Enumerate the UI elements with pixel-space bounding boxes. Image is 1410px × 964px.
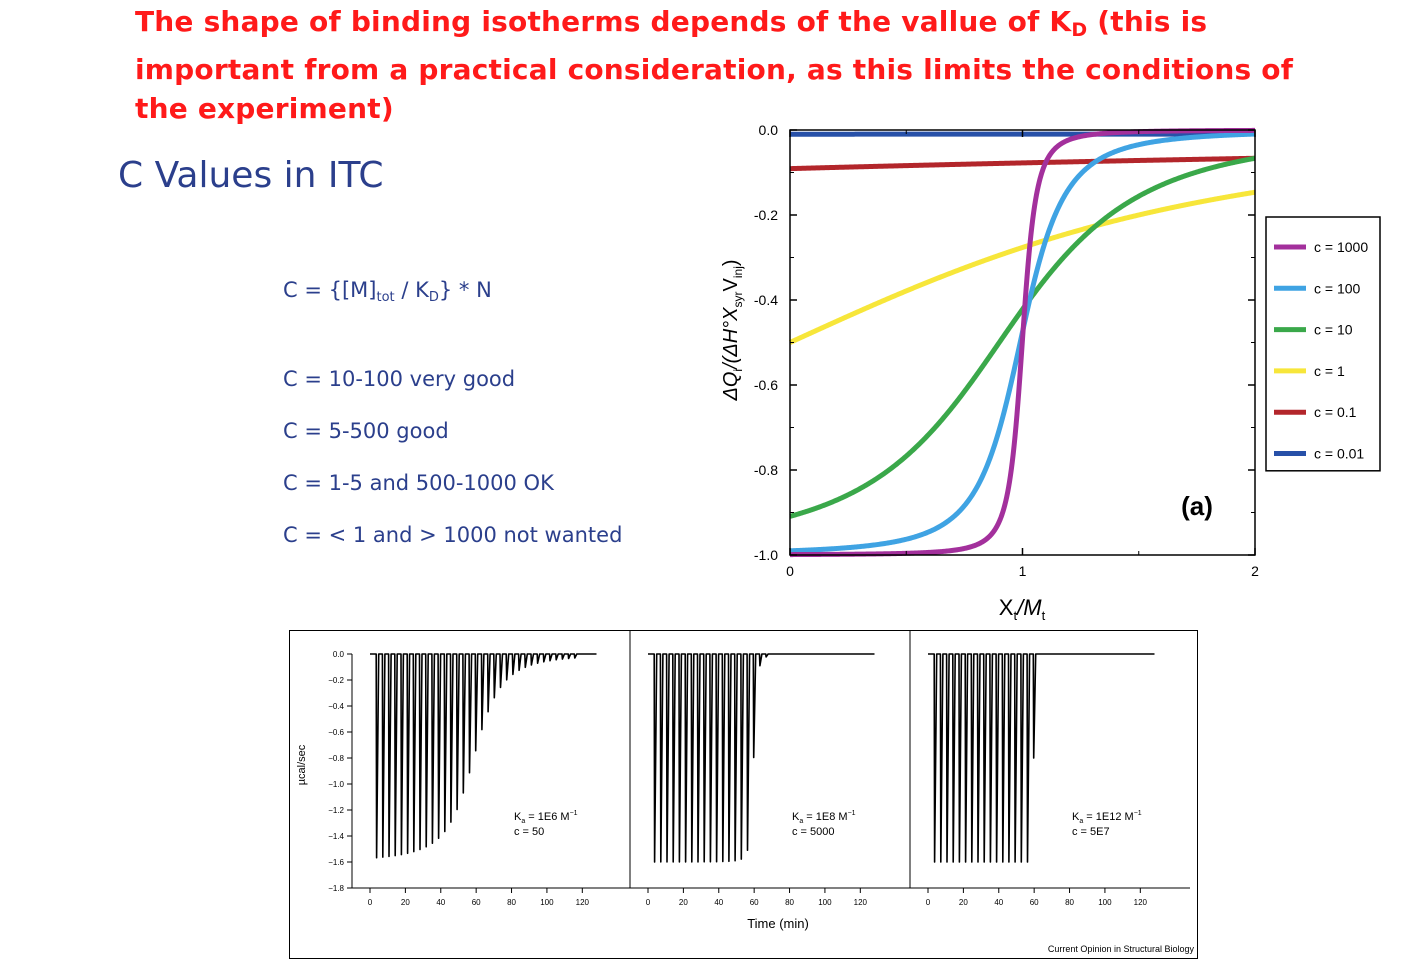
itc-x-tick-label: 100 <box>1098 898 1112 907</box>
itc-thermogram-trace <box>928 653 1155 863</box>
x-tick-label: 2 <box>1251 563 1259 579</box>
itc-x-tick-label: 60 <box>472 898 481 907</box>
headline: The shape of binding isotherms depends o… <box>135 2 1335 128</box>
ka-label: Ka = 1E12 M−1 <box>1072 810 1142 825</box>
itc-y-tick-label: −1.4 <box>328 832 344 841</box>
ka-label: Ka = 1E6 M−1 <box>514 810 578 825</box>
itc-thermogram-trace <box>648 653 875 863</box>
itc-x-tick-label: 60 <box>1030 898 1039 907</box>
c-range-good: C = 5-500 good <box>283 419 449 443</box>
legend-label: c = 1 <box>1314 363 1345 379</box>
itc-x-tick-label: 40 <box>714 898 723 907</box>
itc-x-tick-label: 0 <box>368 898 373 907</box>
ka-label: Ka = 1E8 M−1 <box>792 810 856 825</box>
itc-x-tick-label: 100 <box>818 898 832 907</box>
c-range-ok: C = 1-5 and 500-1000 OK <box>283 471 554 495</box>
itc-y-tick-label: −1.2 <box>328 806 344 815</box>
c-value-label: c = 50 <box>514 826 544 838</box>
isotherm-axes: 0.0 -0.2 -0.4 -0.6 -0.8 -1.0 0 1 2 <box>754 122 1259 579</box>
itc-x-tick-label: 120 <box>576 898 590 907</box>
c-value-label: c = 5000 <box>792 826 835 838</box>
itc-x-tick-label: 80 <box>507 898 516 907</box>
headline-after: (this is important from a practical cons… <box>135 5 1294 125</box>
itc-x-tick-label: 60 <box>750 898 759 907</box>
legend-label: c = 0.1 <box>1314 404 1357 420</box>
legend-label: c = 1000 <box>1314 239 1368 255</box>
headline-before: The shape of binding isotherms depends o… <box>135 5 1072 38</box>
itc-x-tick-label: 80 <box>785 898 794 907</box>
formula-middle: / K <box>394 278 429 302</box>
itc-x-tick-label: 20 <box>679 898 688 907</box>
itc-x-tick-label: 20 <box>959 898 968 907</box>
legend-label: c = 100 <box>1314 280 1361 296</box>
formula-suffix: } * N <box>438 278 492 302</box>
isotherm-series-line <box>788 155 1257 172</box>
source-credit: Current Opinion in Structural Biology <box>1048 944 1195 954</box>
itc-x-tick-label: 120 <box>854 898 868 907</box>
itc-x-tick-label: 20 <box>401 898 410 907</box>
itc-thermogram-trace <box>370 653 597 859</box>
itc-y-tick-label: −0.2 <box>328 676 344 685</box>
c-value-label: c = 5E7 <box>1072 826 1110 838</box>
itc-x-tick-label: 0 <box>926 898 931 907</box>
itc-x-tick-label: 40 <box>994 898 1003 907</box>
y-tick-label: 0.0 <box>759 122 779 138</box>
itc-thermogram-figure: 0.0 −0.2 −0.4 −0.6 −0.8 −1.0 −1.2 −1.4 −1.6 −1.8 0… <box>289 630 1198 959</box>
x-tick-label: 1 <box>1019 563 1027 579</box>
panel-label: (a) <box>1181 491 1213 521</box>
headline-subscript: D <box>1071 19 1088 41</box>
itc-x-axis-label: Time (min) <box>747 916 809 931</box>
y-tick-label: -0.4 <box>754 292 778 308</box>
formula-sub-tot: tot <box>376 290 395 305</box>
itc-panels: 0.0 −0.2 −0.4 −0.6 −0.8 −1.0 −1.2 −1.4 −1.6 −1.8 0… <box>328 630 1190 907</box>
formula-prefix: C = {[M] <box>283 278 377 302</box>
isotherm-plot-area <box>788 127 1257 558</box>
isotherm-legend: c = 1000 c = 100 c = 10 c = 1 c = 0.1 c = 0.0… <box>1265 216 1381 472</box>
legend-label: c = 10 <box>1314 322 1353 338</box>
itc-y-tick-label: −1.0 <box>328 780 344 789</box>
c-range-not-wanted: C = < 1 and > 1000 not wanted <box>283 523 623 547</box>
itc-x-tick-label: 100 <box>540 898 554 907</box>
c-range-very-good: C = 10-100 very good <box>283 367 516 391</box>
isotherm-y-axis-label: ΔQi/(ΔH°XsyrVinj) <box>720 259 745 401</box>
itc-y-tick-label: 0.0 <box>333 650 345 659</box>
itc-y-tick-label: −1.6 <box>328 858 344 867</box>
formula-sub-d: D <box>428 290 439 305</box>
y-tick-label: -1.0 <box>754 547 778 563</box>
legend-label: c = 0.01 <box>1314 446 1364 462</box>
legend-box <box>1265 216 1381 472</box>
itc-x-tick-label: 0 <box>646 898 651 907</box>
formula-line: C = {[M]tot / KD} * N <box>283 278 492 305</box>
x-tick-label: 0 <box>786 563 794 579</box>
isotherm-series-line <box>788 127 1257 558</box>
itc-y-tick-label: −0.6 <box>328 728 344 737</box>
y-tick-label: -0.8 <box>754 462 778 478</box>
itc-x-tick-label: 40 <box>436 898 445 907</box>
itc-y-tick-label: −1.8 <box>328 884 344 893</box>
itc-x-tick-label: 80 <box>1065 898 1074 907</box>
slide-title: C Values in ITC <box>118 155 384 196</box>
y-tick-label: -0.6 <box>754 377 778 393</box>
itc-y-tick-label: −0.4 <box>328 702 344 711</box>
y-tick-label: -0.2 <box>754 207 778 223</box>
itc-y-tick-label: −0.8 <box>328 754 344 763</box>
itc-y-axis-label: µcal/sec <box>296 744 308 785</box>
isotherm-series-line <box>788 189 1257 345</box>
itc-x-tick-label: 120 <box>1134 898 1148 907</box>
isotherm-x-axis-label: Xt/Mt <box>999 595 1046 623</box>
